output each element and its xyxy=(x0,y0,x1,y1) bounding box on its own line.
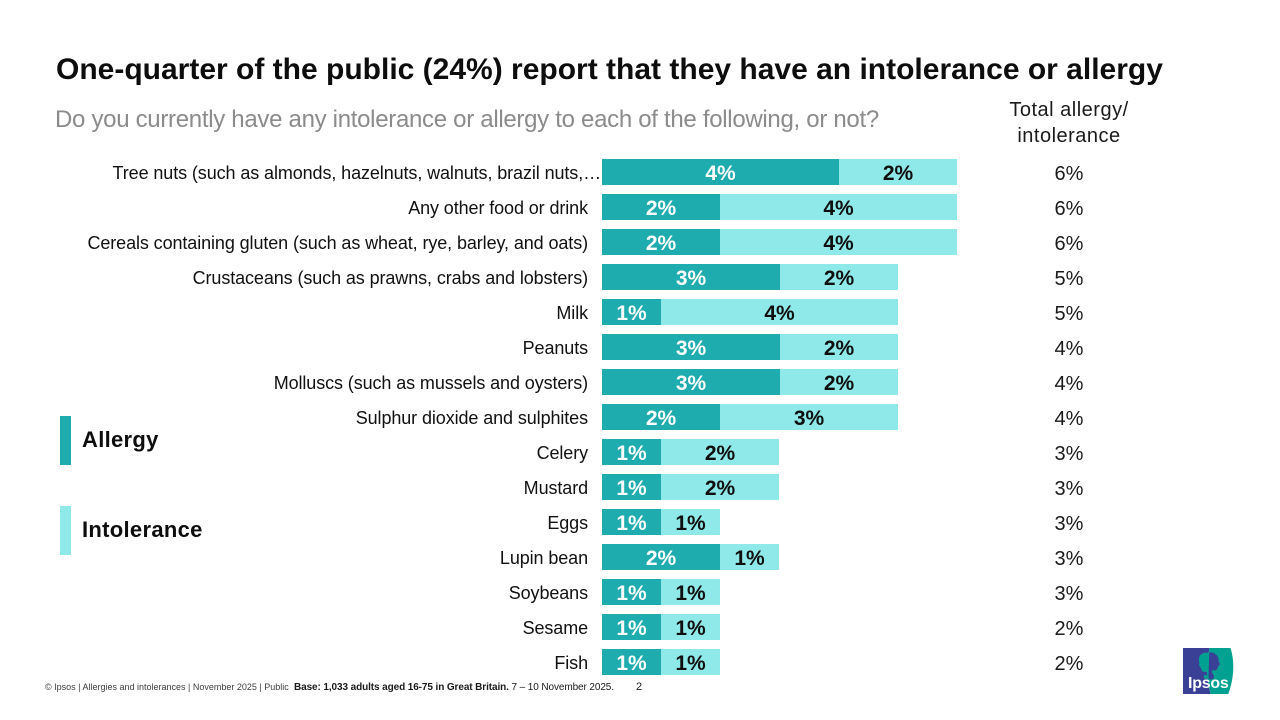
svg-text:Ipsos: Ipsos xyxy=(1188,675,1229,692)
